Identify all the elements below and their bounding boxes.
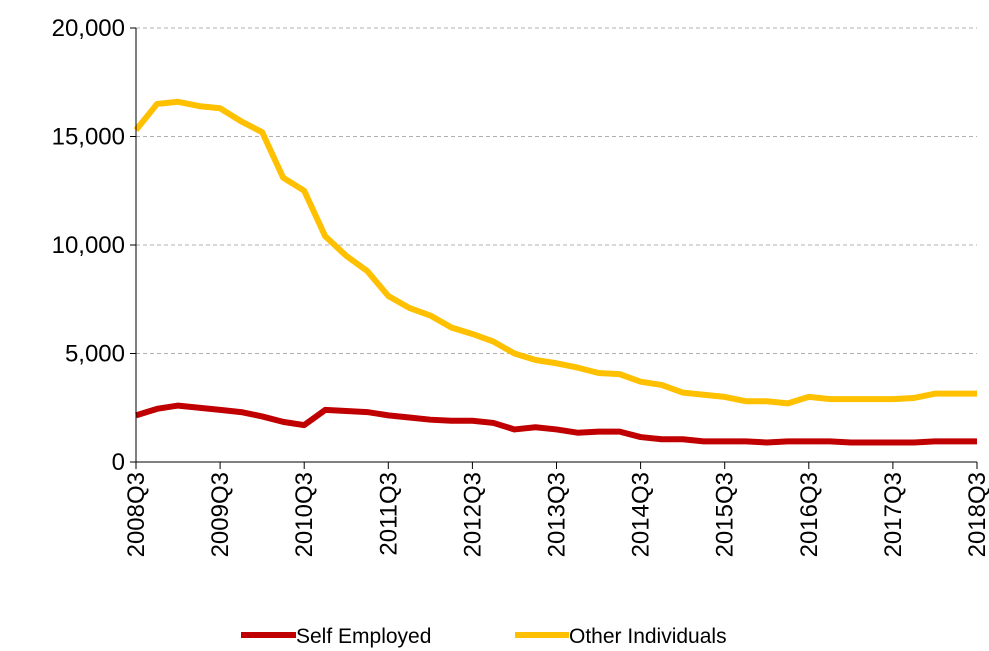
- y-tick-label-2: 10,000: [52, 232, 125, 259]
- axes: [130, 27, 978, 469]
- y-tick-label-0: 0: [112, 449, 125, 476]
- x-tick-label-1: 2009Q3: [207, 472, 234, 557]
- legend: Self Employed Other Individuals: [241, 625, 727, 648]
- x-tick-label-6: 2014Q3: [628, 472, 655, 557]
- gridlines: [136, 27, 977, 354]
- y-axis-tick-labels: 0 5,000 10,000 15,000 20,000: [52, 15, 125, 476]
- x-tick-label-5: 2013Q3: [544, 472, 571, 557]
- series-line-other-individuals: [133, 98, 977, 407]
- y-tick-label-1: 5,000: [65, 341, 125, 368]
- x-tick-label-4: 2012Q3: [459, 472, 486, 557]
- series-lines: [133, 98, 977, 446]
- x-axis-tick-labels: 2008Q3 2009Q3 2010Q3 2011Q3 2012Q3 2013Q3 2014…: [123, 472, 989, 557]
- x-tick-label-8: 2016Q3: [796, 472, 823, 557]
- legend-label-other-individuals: Other Individuals: [569, 625, 727, 648]
- x-tick-label-0: 2008Q3: [123, 472, 150, 557]
- x-tick-label-7: 2015Q3: [712, 472, 739, 557]
- x-tick-label-10: 2018Q3: [964, 472, 989, 557]
- x-tick-label-9: 2017Q3: [880, 472, 907, 557]
- x-tick-label-2: 2010Q3: [291, 472, 318, 557]
- series-line-self-employed: [135, 402, 977, 446]
- legend-label-self-employed: Self Employed: [296, 625, 431, 648]
- x-tick-label-3: 2011Q3: [375, 472, 402, 556]
- y-tick-label-3: 15,000: [52, 124, 125, 151]
- y-tick-label-4: 20,000: [52, 15, 125, 42]
